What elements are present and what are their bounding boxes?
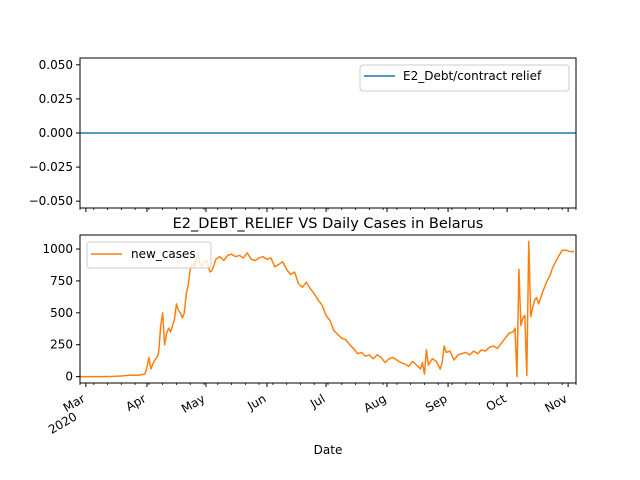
bottom-x-tick-label: Nov xyxy=(542,391,569,415)
top-x-ticks xyxy=(79,208,577,212)
bottom-legend: new_cases xyxy=(86,241,212,269)
bottom-x-tick-label: May xyxy=(179,391,207,416)
bottom-x-tick-label: Aug xyxy=(361,391,388,415)
bottom-y-tick-label: 500 xyxy=(50,306,73,320)
bottom-y-tick-label: 250 xyxy=(50,338,73,352)
bottom-legend-box xyxy=(86,241,212,269)
bottom-axes-frame xyxy=(79,234,577,384)
top-legend-box xyxy=(359,64,570,92)
bottom-x-tick-sublabel: 2020 xyxy=(46,409,79,436)
top-y-ticks: 0.050 0.025 0.000 −0.025 −0.050 xyxy=(29,58,80,208)
top-y-tick-label: 0.000 xyxy=(39,126,73,140)
bottom-x-tick-label: Jun xyxy=(244,391,268,413)
top-legend-label: E2_Debt/contract relief xyxy=(403,69,542,83)
top-y-tick-label: −0.025 xyxy=(29,160,73,174)
top-y-tick-label: 0.050 xyxy=(39,58,73,72)
bottom-x-tick-label: Mar xyxy=(61,391,88,414)
chart-title: E2_DEBT_RELIEF VS Daily Cases in Belarus xyxy=(173,216,484,232)
top-axes: 0.050 0.025 0.000 −0.025 −0.050 E2_Debt/cont… xyxy=(29,57,577,212)
x-axis-label: Date xyxy=(314,443,343,457)
bottom-series-lines xyxy=(80,240,575,378)
bottom-x-tick-label: Oct xyxy=(484,391,509,414)
bottom-y-tick-label: 1000 xyxy=(42,242,73,256)
bottom-legend-label: new_cases xyxy=(131,247,196,261)
top-axes-frame xyxy=(79,57,577,209)
bottom-x-tick-label: Jul xyxy=(307,391,327,411)
top-y-tick-label: 0.025 xyxy=(39,92,73,106)
bottom-x-tick-label: Sep xyxy=(423,391,450,414)
top-legend: E2_Debt/contract relief xyxy=(359,64,570,92)
bottom-y-tick-label: 0 xyxy=(65,370,73,384)
bottom-x-tick-label: Apr xyxy=(123,391,148,414)
bottom-y-ticks: 1000 750 500 250 0 xyxy=(42,242,80,384)
bottom-series-line xyxy=(80,240,575,378)
top-y-tick-label: −0.050 xyxy=(29,194,73,208)
bottom-y-tick-label: 750 xyxy=(50,274,73,288)
